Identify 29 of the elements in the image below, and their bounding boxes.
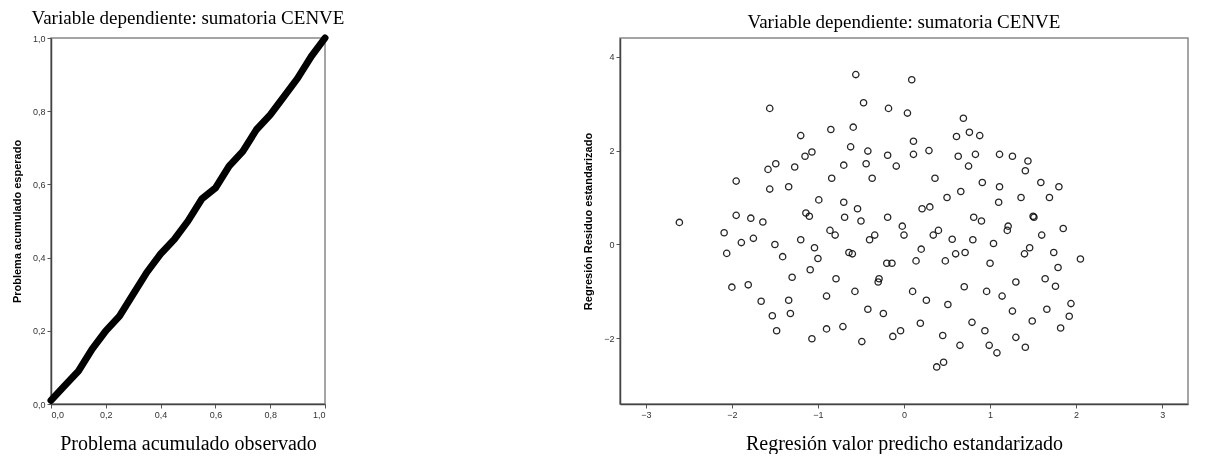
y-tick-label: 0 <box>609 239 615 250</box>
x-axis-title: Regresión valor predicho estandarizado <box>745 431 1064 455</box>
x-tick-label: 0,8 <box>264 409 277 420</box>
x-tick-label: −1 <box>813 409 824 420</box>
y-tick-label: 0,8 <box>32 106 46 117</box>
chart-title: Variable dependiente: sumatoria CENVE <box>747 11 1061 32</box>
chart-title: Variable dependiente: sumatoria CENVE <box>31 7 345 28</box>
y-axis-title: Regresión Residuo estandarizado <box>582 132 595 311</box>
x-tick-label: 3 <box>1160 409 1166 420</box>
y-tick-label: 0,2 <box>32 326 46 337</box>
y-tick-label: 2 <box>609 146 615 157</box>
x-tick-label: 0,6 <box>209 409 223 420</box>
x-tick-label: 0,4 <box>154 409 168 420</box>
x-tick-label: 0,2 <box>100 409 113 420</box>
x-tick-label: 2 <box>1074 409 1080 420</box>
y-tick-label: −2 <box>604 333 615 344</box>
x-tick-label: 1,0 <box>312 409 326 420</box>
x-axis-title: Problema acumulado observado <box>60 431 317 454</box>
y-tick-label: 0,6 <box>32 179 46 190</box>
y-tick-label: 1,0 <box>32 33 46 44</box>
y-tick-label: 0,4 <box>32 253 46 264</box>
x-tick-label: −2 <box>727 409 738 420</box>
y-tick-label: 0,0 <box>32 399 46 410</box>
x-tick-label: 1 <box>988 409 994 420</box>
y-tick-label: 4 <box>609 52 615 63</box>
x-tick-label: −3 <box>641 409 652 420</box>
y-axis-title: Problema acumulado esperado <box>10 139 23 304</box>
x-tick-label: 0,0 <box>51 409 65 420</box>
x-tick-label: 0 <box>901 409 908 420</box>
